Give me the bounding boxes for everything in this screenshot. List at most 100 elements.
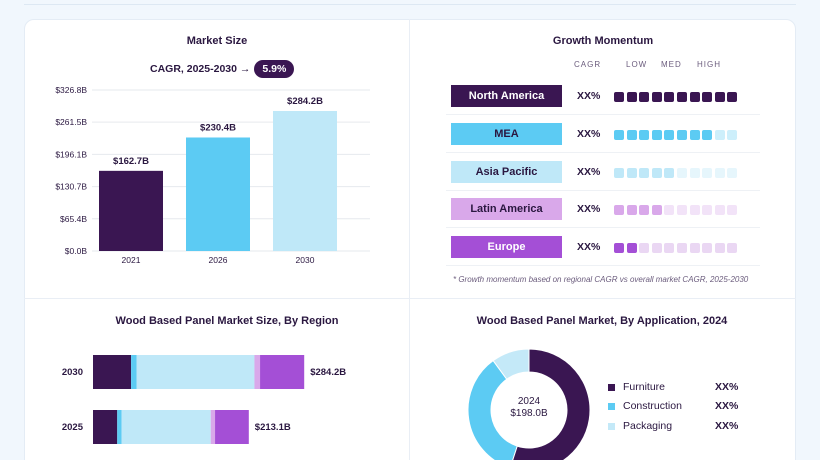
momentum-square (714, 205, 725, 215)
momentum-square (614, 243, 624, 253)
momentum-square (626, 243, 637, 253)
cagr-value-badge: 5.9% (254, 60, 295, 78)
momentum-square (689, 92, 700, 102)
region-label: North America (451, 85, 562, 107)
momentum-square (677, 243, 687, 253)
momentum-square (639, 130, 650, 140)
growth-row: Latin America XX% (446, 190, 760, 228)
market-size-chart: $0.0B $65.4B $130.7B $196.1B $261.5B $326.8B $… (55, 85, 370, 265)
legend-value: XX% (715, 400, 739, 412)
legend-name: Construction (623, 400, 682, 412)
region-year-label: 2025 (62, 422, 84, 433)
region-cagr: XX% (577, 90, 601, 102)
momentum-square (639, 92, 650, 102)
region-segment (254, 355, 261, 389)
region-segment (121, 410, 211, 444)
top-divider (24, 4, 796, 5)
x-tick-label: 2030 (296, 255, 315, 265)
momentum-square (689, 168, 700, 178)
growth-row: North America XX% (446, 77, 760, 115)
region-segment (215, 410, 249, 444)
momentum-square (727, 130, 738, 140)
legend-swatch (608, 402, 615, 410)
region-segment (260, 355, 305, 389)
momentum-square (727, 205, 738, 215)
momentum-square (689, 243, 700, 253)
region-cagr: XX% (577, 166, 601, 178)
momentum-square (714, 243, 725, 253)
legend-value: XX% (715, 420, 739, 432)
momentum-square (727, 168, 738, 178)
y-tick-label: $196.1B (55, 149, 87, 159)
growth-row: Europe XX% (446, 228, 760, 266)
horizontal-divider (24, 298, 796, 299)
application-chart-title: Wood Based Panel Market, By Application,… (476, 315, 728, 327)
momentum-square (639, 205, 650, 215)
momentum-square (714, 130, 725, 140)
region-segment (136, 355, 255, 389)
momentum-square (677, 205, 687, 215)
header-high: HIGH (697, 60, 721, 69)
legend-item: Construction (608, 400, 682, 412)
growth-row: Asia Pacific XX% (446, 153, 760, 191)
donut-center-value: $198.0B (510, 408, 548, 419)
growth-momentum-footnote: * Growth momentum based on regional CAGR… (453, 275, 749, 284)
momentum-square (664, 130, 675, 140)
market-size-title: Market Size (186, 35, 248, 47)
growth-momentum-title: Growth Momentum (552, 35, 654, 47)
cagr-label: CAGR, 2025-2030 → (150, 63, 251, 75)
bar-value-label: $284.2B (287, 96, 323, 107)
legend-item: Furniture (608, 381, 665, 393)
momentum-square (664, 205, 675, 215)
momentum-square (614, 168, 624, 178)
momentum-square (664, 168, 675, 178)
momentum-square (689, 205, 700, 215)
bar-value-label: $162.7B (113, 156, 149, 167)
momentum-square (626, 130, 637, 140)
region-segment (131, 355, 137, 389)
region-segment (93, 410, 118, 444)
momentum-square (727, 243, 738, 253)
y-tick-label: $130.7B (55, 182, 87, 192)
cagr-summary: CAGR, 2025-2030 → 5.9% (150, 59, 295, 79)
momentum-square (626, 205, 637, 215)
legend-name: Packaging (623, 420, 673, 432)
momentum-square (689, 130, 700, 140)
bar-2026 (186, 137, 250, 251)
momentum-square (677, 92, 687, 102)
y-tick-label: $261.5B (55, 117, 87, 127)
momentum-square (626, 168, 637, 178)
bar-value-label: $230.4B (200, 122, 236, 133)
momentum-square (677, 168, 687, 178)
legend-name: Furniture (623, 381, 666, 393)
momentum-square (651, 243, 662, 253)
y-tick-label: $0.0B (65, 246, 88, 256)
region-label: Europe (451, 236, 562, 258)
y-tick-label: $65.4B (60, 214, 87, 224)
region-total-label: $284.2B (310, 367, 346, 378)
region-cagr: XX% (577, 203, 601, 215)
application-chart: 2024 $198.0B (467, 348, 591, 460)
momentum-square (714, 168, 725, 178)
momentum-square (651, 92, 662, 102)
region-label: Latin America (451, 198, 562, 220)
momentum-square (664, 92, 675, 102)
header-low: LOW (626, 60, 648, 69)
momentum-square (614, 205, 624, 215)
momentum-square (727, 92, 738, 102)
region-label: MEA (451, 123, 562, 145)
momentum-square (664, 243, 675, 253)
momentum-square (702, 130, 713, 140)
legend-item: Packaging (608, 420, 672, 432)
region-year-label: 2030 (62, 367, 83, 378)
region-segment (93, 355, 132, 389)
momentum-square (702, 205, 713, 215)
momentum-square (639, 168, 650, 178)
momentum-square (639, 243, 650, 253)
bar-2030 (273, 110, 337, 251)
momentum-square (702, 168, 713, 178)
momentum-square (626, 92, 637, 102)
legend-swatch (608, 422, 615, 430)
region-total-label: $213.1B (255, 422, 291, 433)
donut-center-year: 2024 (518, 396, 541, 407)
